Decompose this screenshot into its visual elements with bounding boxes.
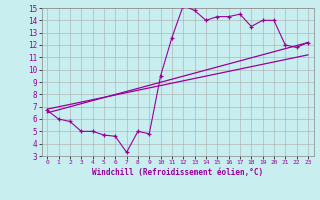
- X-axis label: Windchill (Refroidissement éolien,°C): Windchill (Refroidissement éolien,°C): [92, 168, 263, 177]
